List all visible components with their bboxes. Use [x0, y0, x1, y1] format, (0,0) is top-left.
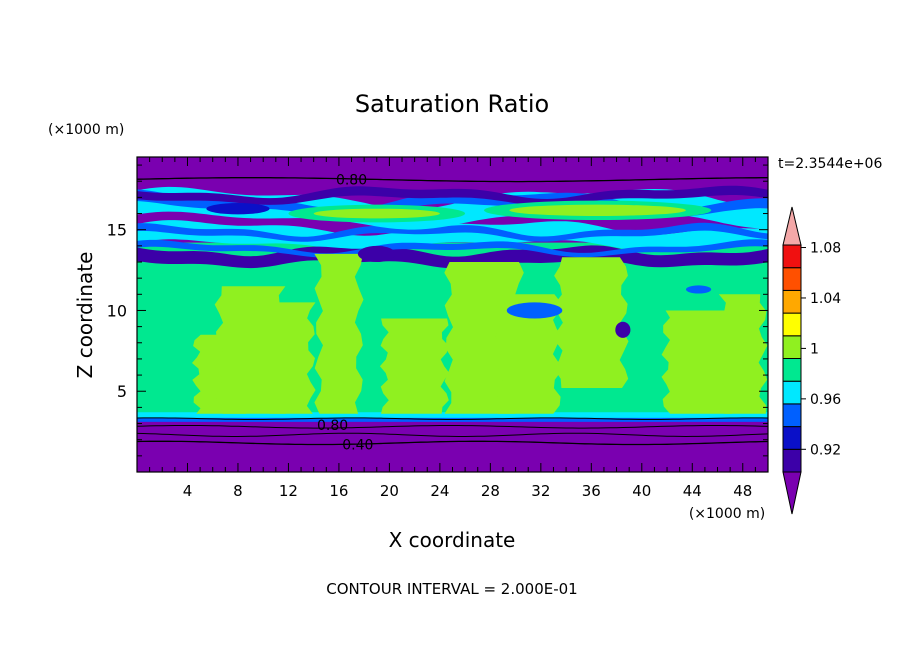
colorbar-box [782, 358, 802, 382]
colorbar-triangle-bottom [782, 471, 802, 515]
colorbar-box [782, 426, 802, 450]
y-tick-label: 15 [107, 221, 127, 240]
blue-high-band [137, 189, 768, 218]
y-unit-label: (×1000 m) [48, 122, 124, 138]
blue-spot-1 [506, 302, 563, 319]
colorbar-label: 1.08 [810, 241, 841, 257]
blue-spot-2 [685, 285, 712, 294]
x-tick-label: 32 [531, 482, 550, 500]
x-axis-label: X coordinate [389, 528, 516, 552]
lime-column [314, 253, 364, 414]
colorbar-box [782, 289, 802, 314]
plot-area [137, 157, 768, 472]
cyan-upper-band [137, 220, 768, 252]
colorbar-box [782, 312, 802, 337]
y-tick-label: 10 [107, 301, 127, 320]
x-axis-ticks: 4 8 12 16 20 24 28 32 36 40 44 48 [149, 157, 756, 500]
lime-column [261, 302, 316, 414]
colorbar-label: 0.96 [810, 392, 841, 408]
colorbar-box [782, 267, 802, 291]
y-axis-label: Z coordinate [73, 252, 97, 379]
lime-column [494, 294, 562, 414]
x-tick-label: 36 [582, 482, 601, 500]
indigo-spot-2 [615, 321, 631, 338]
darkblue-high-patch [206, 203, 270, 215]
lime-column [661, 310, 736, 414]
colorbar-label: 1.04 [810, 291, 841, 307]
cyan-lower-band [137, 412, 768, 419]
lime-column [379, 318, 450, 414]
contour-label: 0.40 [342, 438, 373, 454]
contour-lines [137, 177, 768, 446]
colorbar [782, 206, 802, 515]
x-tick-label: 48 [733, 482, 752, 500]
lime-column [718, 294, 768, 414]
blue-upper-band-1 [137, 222, 768, 242]
x-tick-label: 40 [632, 482, 651, 500]
blue-mid-band [137, 239, 768, 258]
y-axis-ticks: 5 10 15 [107, 164, 768, 457]
x-tick-label: 24 [430, 482, 449, 500]
x-tick-label: 28 [481, 482, 500, 500]
x-tick-label: 8 [233, 482, 243, 500]
colorbar-labels: 1.08 1.04 1 0.96 0.92 [801, 241, 841, 458]
x-tick-label: 20 [380, 482, 399, 500]
lime-column [554, 257, 629, 388]
time-label: t=2.3544e+06 [778, 156, 882, 172]
x-unit-label: (×1000 m) [689, 506, 765, 522]
colorbar-triangle-top [782, 206, 802, 246]
y-tick-label: 5 [117, 382, 127, 401]
contour-line-lower-3 [137, 432, 768, 438]
colorbar-box [782, 448, 802, 473]
colorbar-box [782, 403, 802, 428]
x-tick-label: 4 [183, 482, 193, 500]
saturation-field [137, 157, 768, 472]
colorbar-box [782, 244, 802, 269]
contour-interval-footer: CONTOUR INTERVAL = 2.000E-01 [326, 580, 577, 598]
x-tick-label: 44 [683, 482, 702, 500]
contour-line-lower-2 [137, 425, 768, 429]
contour-line-lower-4 [137, 440, 768, 446]
contour-line-high [137, 177, 768, 183]
x-tick-label: 16 [329, 482, 348, 500]
contour-line-lower-1 [137, 417, 768, 420]
contour-labels: 0.80 0.80 0.40 [317, 173, 373, 454]
indigo-spot-3 [357, 245, 396, 262]
lime-high-patch-1 [313, 208, 440, 219]
colorbar-label: 1 [810, 341, 819, 357]
contour-label: 0.80 [317, 418, 348, 434]
indigo-high-band [137, 185, 768, 206]
purple-lower-layer [137, 421, 768, 472]
colorbar-label: 0.92 [810, 442, 841, 458]
colorbar-box [782, 380, 802, 405]
chart-title: Saturation Ratio [355, 90, 549, 118]
colorbar-box [782, 335, 802, 359]
x-tick-label: 12 [279, 482, 298, 500]
lime-high-patch-2 [509, 204, 686, 216]
contour-label: 0.80 [336, 173, 367, 189]
